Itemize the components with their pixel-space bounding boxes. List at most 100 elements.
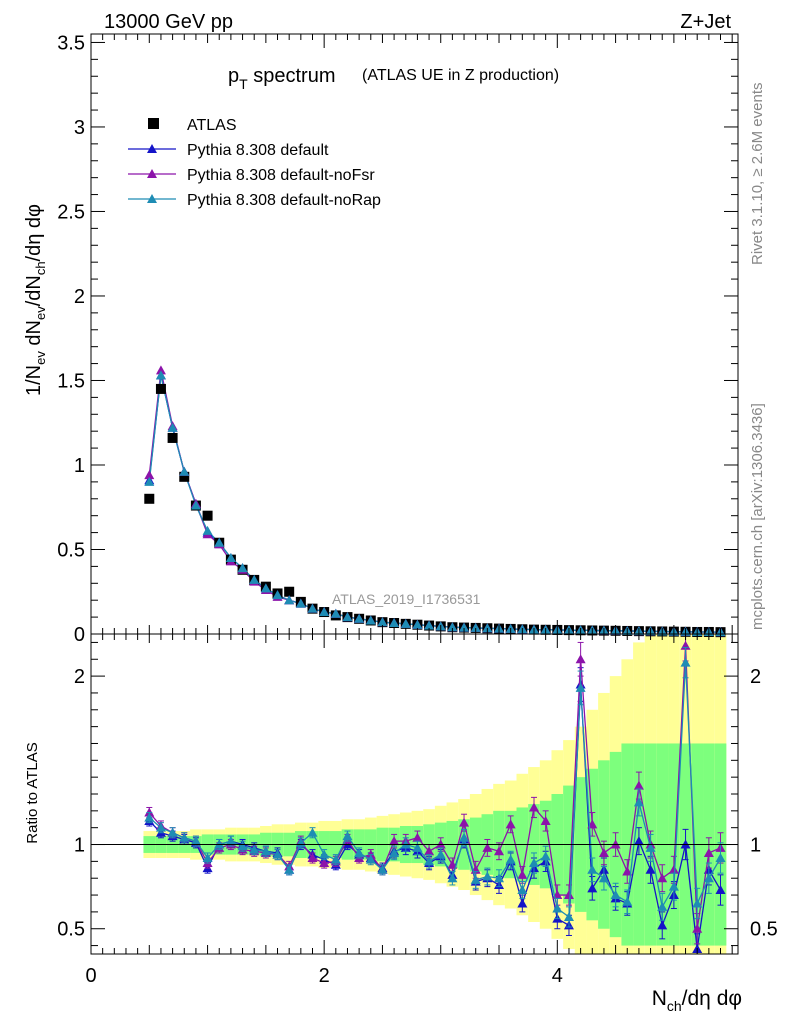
ratio-data-point: [668, 881, 679, 891]
ratio-data-point: [692, 923, 703, 933]
ratio-data-point: [447, 873, 458, 883]
mc-data-point: [214, 537, 225, 547]
ratio-data-point: [365, 854, 376, 864]
mc-data-point: [470, 622, 481, 632]
mcplots-label: mcplots.cern.ch [arXiv:1306.3436]: [749, 403, 766, 630]
plot-title: pT spectrum: [228, 65, 336, 92]
ratio-data-point: [459, 817, 470, 827]
ratio-data-point: [237, 841, 248, 851]
ratio-data-point: [389, 847, 400, 857]
main-y-tick-label: 3.5: [57, 32, 85, 54]
atlas-data-point: [155, 383, 166, 394]
ratio-data-point: [505, 854, 516, 864]
main-y-tick-label: 0.5: [57, 539, 85, 561]
ratio-data-point: [703, 873, 714, 883]
ratio-data-point: [552, 903, 563, 913]
mc-data-point: [249, 574, 260, 584]
mc-data-point: [412, 619, 423, 629]
mc-data-point: [424, 620, 435, 630]
ratio-data-point: [540, 815, 551, 825]
ratio-data-point: [598, 873, 609, 883]
ratio-data-point: [715, 853, 726, 862]
ratio-data-point: [482, 842, 493, 852]
ratio-data-point: [459, 832, 470, 842]
ratio-data-point: [225, 836, 236, 846]
ratio-data-point: [354, 847, 365, 857]
ratio-data-point: [447, 859, 458, 869]
mc-data-point: [237, 563, 248, 573]
ratio-data-point: [517, 885, 528, 894]
mc-data-point: [459, 622, 470, 632]
ratio-data-point: [144, 812, 155, 822]
ratio-y-tick-label: 0.5: [57, 919, 85, 941]
x-axis-title: Nch/dη dφ: [652, 987, 742, 1014]
watermark: ATLAS_2019_I1736531: [332, 591, 481, 607]
ratio-data-point: [540, 851, 551, 861]
legend-marker: [147, 169, 157, 178]
ratio-data-point: [307, 827, 318, 837]
ratio-data-point: [575, 682, 586, 692]
ratio-data-point: [202, 853, 213, 862]
mc-data-point: [377, 617, 388, 627]
ratio-data-point: [645, 842, 656, 852]
ratio-y-axis-title: Ratio to ATLAS: [24, 742, 41, 843]
mc-data-point: [167, 422, 178, 432]
ratio-data-point: [715, 885, 726, 894]
ratio-data-point: [272, 849, 283, 859]
ratio-data-point: [575, 654, 586, 664]
ratio-data-point: [284, 864, 295, 874]
ratio-data-point: [179, 832, 190, 842]
main-y-tick-label: 1: [74, 455, 85, 477]
atlas-data-point: [179, 471, 190, 482]
ratio-y-tick-label: 1: [74, 835, 85, 857]
mc-data-point: [389, 618, 400, 628]
ratio-y-tick-label-right: 0.5: [750, 919, 778, 941]
main-y-ticks: 0 0.5 1 1.5 2 2.5 3 3.5: [57, 32, 738, 646]
ratio-data-point: [517, 869, 528, 879]
ylabel-part-6: /dη dφ: [23, 204, 45, 261]
ratio-data-point: [610, 890, 621, 900]
mc-data-point: [190, 500, 201, 510]
ratio-y-tick-label: 2: [74, 666, 85, 688]
legend-label: ATLAS: [187, 117, 237, 134]
x-tick-label: 2: [319, 965, 330, 987]
legend-marker: [147, 144, 157, 153]
ratio-data-point: [692, 898, 703, 908]
ratio-data-point: [412, 832, 423, 842]
ratio-data-point: [622, 896, 633, 906]
ratio-data-point: [657, 901, 668, 911]
ratio-data-point: [412, 842, 423, 852]
ratio-data-point: [249, 844, 260, 854]
mc-data-point: [202, 525, 213, 535]
ratio-data-point: [342, 831, 353, 841]
x-tick-label: 0: [85, 965, 96, 987]
ratio-data-point: [657, 873, 668, 883]
x-tick-label: 4: [552, 965, 563, 987]
mc-data-point: [400, 618, 411, 628]
mc-data-point: [155, 365, 166, 375]
ratio-data-point: [528, 802, 539, 812]
xlabel-main: N: [652, 987, 667, 1010]
mc-data-point: [354, 613, 365, 623]
mc-data-point: [260, 583, 271, 593]
ratio-data-point: [470, 874, 481, 884]
mc-data-point: [295, 598, 306, 608]
ratio-data-point: [435, 849, 446, 859]
ratio-data-point: [598, 847, 609, 857]
ratio-data-point: [645, 864, 656, 874]
ratio-data-point: [424, 856, 435, 866]
main-y-tick-label: 1.5: [57, 370, 85, 392]
plot-title-rest: spectrum: [248, 65, 336, 87]
ylabel-part-4: /dN: [23, 275, 45, 306]
legend-label: Pythia 8.308 default-noFsr: [187, 167, 375, 184]
legend-marker-atlas: [148, 118, 159, 129]
mc-data-point: [319, 607, 330, 617]
ratio-data-point: [680, 657, 691, 667]
ratio-data-point: [517, 898, 528, 908]
ratio-data-point: [260, 846, 271, 856]
rivet-label: Rivet 3.1.10, ≥ 2.6M events: [749, 83, 766, 266]
ratio-data-point: [563, 911, 574, 921]
plot-title-sub: T: [239, 76, 248, 92]
ylabel-part-2: dN: [23, 320, 45, 351]
